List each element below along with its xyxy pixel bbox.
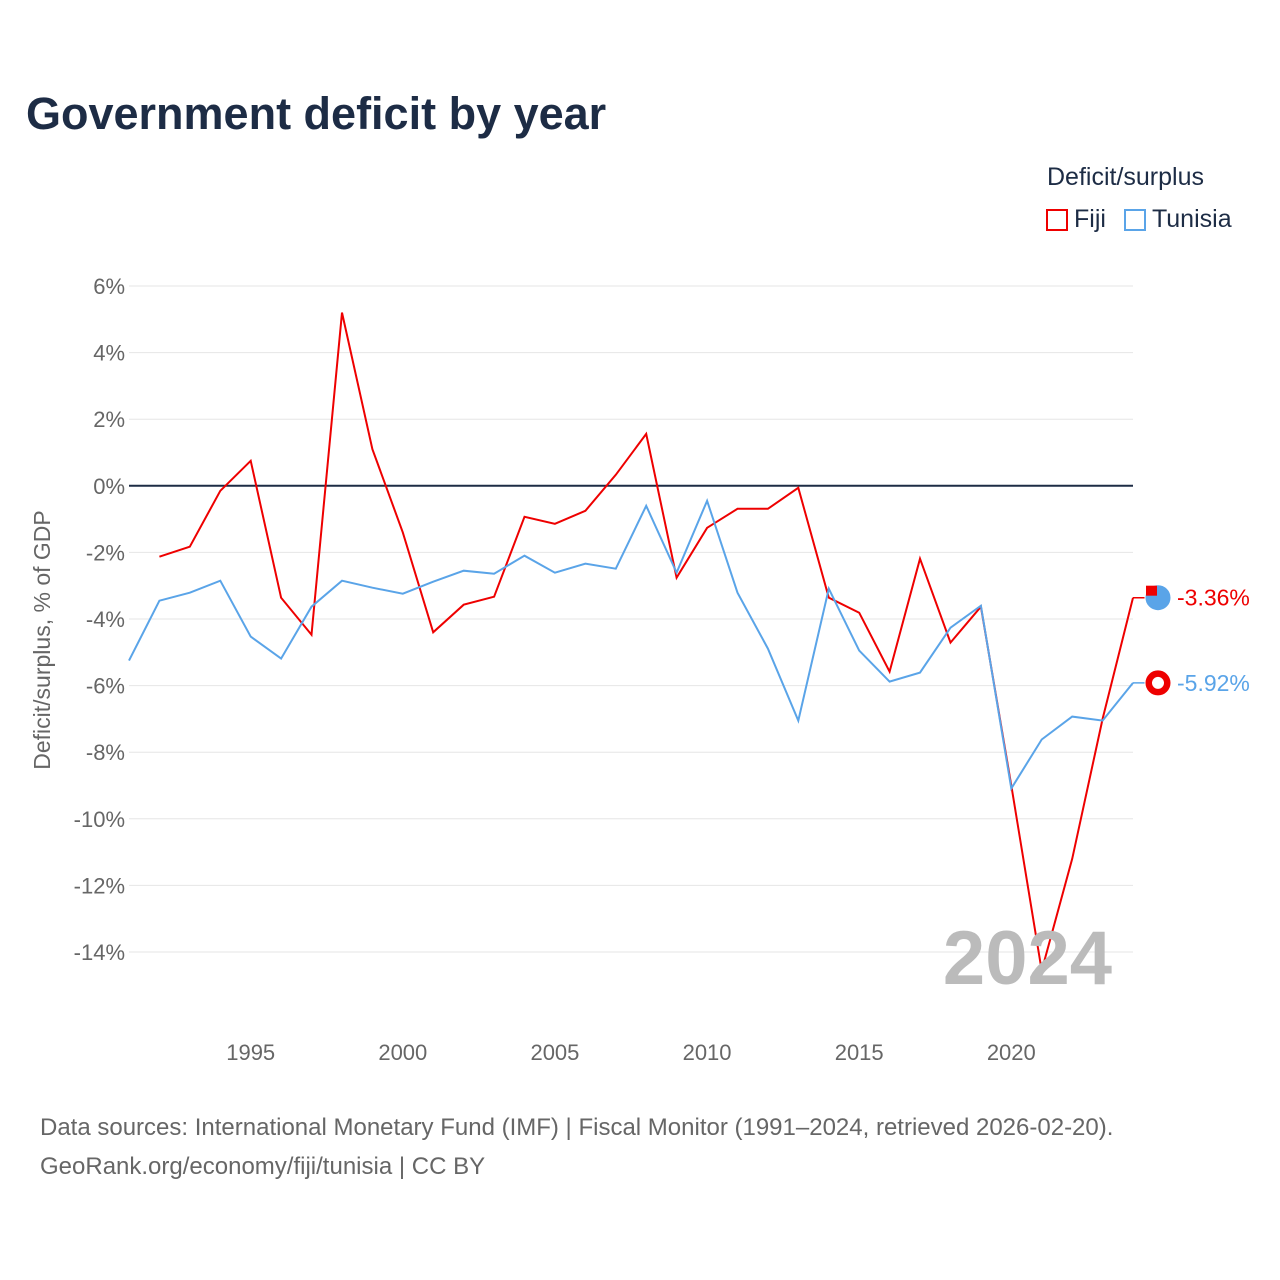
legend-label: Tunisia [1151,205,1232,233]
flag-emblem [1152,676,1164,689]
legend-label: Fiji [1074,205,1106,233]
source-note: Data sources: International Monetary Fun… [40,1108,1113,1186]
end-value-label: -5.92% [1177,670,1250,696]
y-tick-label: -2% [86,540,125,565]
flag-canton [1146,585,1157,596]
y-tick-label: 0% [93,474,125,499]
y-tick-label: -12% [74,873,125,898]
legend-swatch-tunisia [1123,208,1146,231]
x-tick-label: 2015 [835,1040,884,1065]
x-tick-label: 1995 [226,1040,275,1065]
y-tick-label: 6% [93,274,125,299]
y-tick-label: 4% [93,341,125,366]
end-value-label: -3.36% [1177,585,1250,611]
y-axis-label: Deficit/surplus, % of GDP [29,510,55,769]
legend-item-fiji[interactable]: Fiji [1046,205,1106,234]
year-watermark: 2024 [943,916,1112,1001]
legend-title: Deficit/surplus [1047,163,1204,191]
y-tick-label: -10% [74,807,125,832]
legend-swatch-fiji [1046,208,1068,231]
legend: Fiji Tunisia [1046,205,1232,234]
y-tick-label: 2% [93,407,125,432]
series-line-tunisia [128,497,1134,792]
chart-title: Government deficit by year [26,88,607,139]
x-tick-label: 2000 [378,1040,427,1065]
source-line-2[interactable]: GeoRank.org/economy/fiji/tunisia | CC BY [40,1153,486,1180]
y-tick-label: -6% [86,674,125,699]
source-line-1: Data sources: International Monetary Fun… [40,1114,1114,1141]
y-tick-label: -4% [86,607,125,632]
x-tick-label: 2020 [987,1040,1036,1065]
series-line-fiji [159,312,1134,971]
x-tick-label: 2005 [530,1040,579,1065]
y-tick-label: -8% [86,740,125,765]
y-tick-label: -14% [74,940,125,965]
x-tick-label: 2010 [683,1040,732,1065]
legend-item-tunisia[interactable]: Tunisia [1123,205,1232,234]
